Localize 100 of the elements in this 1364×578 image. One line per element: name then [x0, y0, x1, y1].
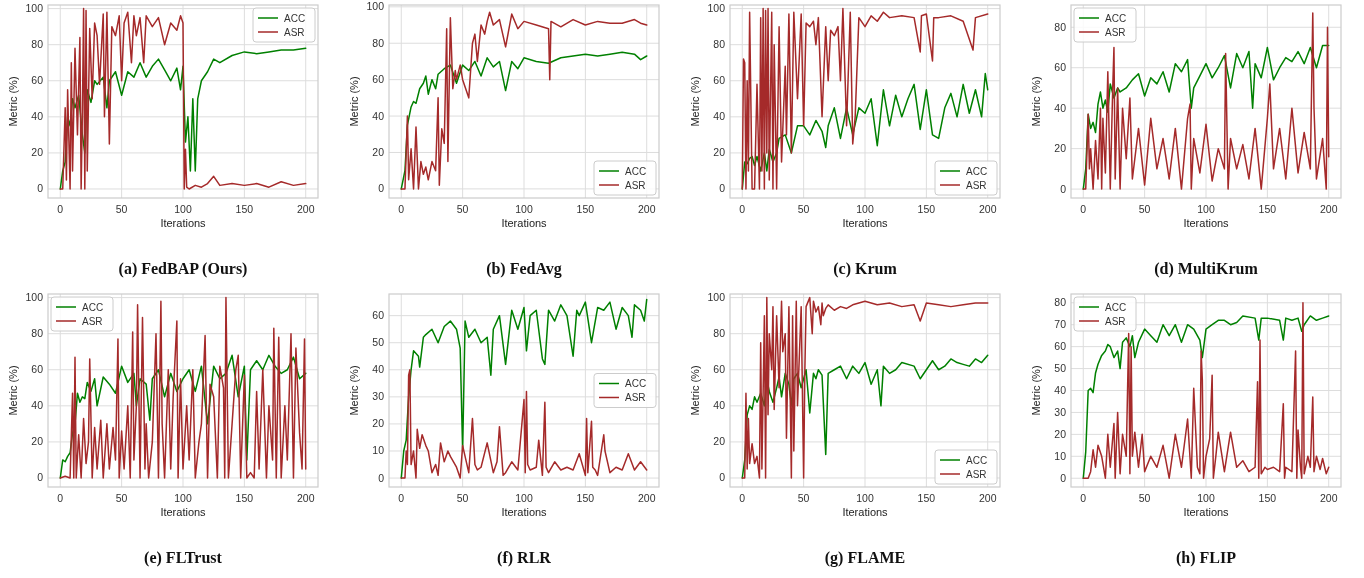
- x-tick-label: 150: [1258, 492, 1277, 504]
- y-tick-label: 100: [707, 291, 726, 304]
- x-tick-label: 50: [456, 492, 469, 504]
- x-tick-label: 0: [57, 492, 64, 504]
- y-tick-label: 0: [1060, 182, 1067, 195]
- x-axis-title: Iterations: [160, 506, 207, 518]
- line-series: [400, 51, 648, 190]
- x-tick-label: 0: [1080, 203, 1087, 215]
- x-tick-label: 50: [797, 492, 810, 504]
- x-tick-label: 100: [856, 203, 874, 215]
- y-tick-label: 40: [1054, 384, 1067, 396]
- legend-label: ACC: [1105, 12, 1127, 24]
- legend-label: ASR: [625, 392, 646, 403]
- y-tick-label: 20: [372, 145, 385, 158]
- y-tick-label: 20: [31, 435, 44, 448]
- legend-label: ASR: [625, 179, 646, 191]
- line-series: [59, 47, 307, 190]
- y-tick-label: 0: [37, 182, 44, 195]
- y-tick-label: 40: [713, 110, 726, 123]
- x-tick-label: 50: [456, 203, 469, 215]
- y-tick-label: 10: [372, 444, 385, 457]
- x-tick-label: 100: [1197, 492, 1215, 504]
- y-tick-label: 20: [372, 417, 385, 430]
- x-tick-label: 200: [296, 203, 315, 215]
- y-tick-label: 20: [1054, 142, 1067, 155]
- y-tick-label: 80: [31, 327, 44, 340]
- x-tick-label: 0: [57, 203, 64, 215]
- y-axis-title: Metric (%): [689, 365, 701, 416]
- y-tick-label: 50: [1054, 362, 1067, 375]
- legend-label: ACC: [284, 12, 306, 24]
- x-tick-label: 0: [398, 492, 405, 504]
- y-tick-label: 40: [31, 399, 44, 412]
- y-tick-label: 60: [372, 73, 385, 86]
- y-axis-title: Metric (%): [1030, 365, 1042, 416]
- y-tick-label: 80: [1054, 296, 1067, 309]
- y-tick-label: 30: [372, 390, 385, 403]
- y-tick-label: 100: [366, 0, 385, 13]
- y-axis-title: Metric (%): [1030, 76, 1042, 127]
- text: (f) RLR: [497, 549, 552, 567]
- x-tick-label: 50: [797, 203, 810, 215]
- y-tick-label: 20: [713, 435, 726, 448]
- line-series: [400, 369, 648, 479]
- x-tick-label: 200: [1319, 492, 1338, 504]
- y-tick-label: 0: [1060, 471, 1067, 484]
- y-tick-label: 40: [713, 399, 726, 412]
- x-tick-label: 50: [1138, 203, 1151, 215]
- y-tick-label: 100: [25, 291, 44, 304]
- line-series: [59, 296, 307, 479]
- x-axis-title: Iterations: [160, 217, 207, 229]
- y-tick-label: 40: [31, 110, 44, 123]
- y-tick-label: 20: [1054, 427, 1067, 440]
- line-series: [59, 7, 307, 190]
- y-tick-label: 60: [713, 363, 726, 376]
- x-tick-label: 200: [637, 492, 656, 504]
- y-axis-title: Metric (%): [348, 76, 360, 127]
- x-tick-label: 150: [576, 203, 595, 215]
- legend-label: ASR: [1105, 26, 1126, 38]
- x-tick-label: 200: [978, 492, 997, 504]
- y-tick-label: 60: [31, 363, 44, 376]
- x-tick-label: 150: [235, 203, 254, 215]
- text: (d) MultiKrum: [1154, 260, 1259, 278]
- x-tick-label: 150: [917, 492, 936, 504]
- y-tick-label: 80: [31, 38, 44, 51]
- y-tick-label: 80: [713, 327, 726, 340]
- legend-label: ACC: [625, 165, 647, 177]
- x-tick-label: 150: [235, 492, 254, 504]
- x-tick-label: 0: [739, 492, 746, 504]
- y-tick-label: 0: [378, 471, 385, 484]
- legend-label: ASR: [966, 468, 987, 480]
- legend-label: ASR: [82, 315, 103, 327]
- x-tick-label: 50: [115, 203, 128, 215]
- y-tick-label: 0: [37, 471, 44, 484]
- y-tick-label: 60: [1054, 61, 1067, 74]
- line-series: [400, 298, 648, 479]
- legend-label: ACC: [966, 454, 988, 466]
- x-tick-label: 100: [1197, 203, 1215, 215]
- text: (e) FLTrust: [144, 549, 223, 567]
- y-tick-label: 100: [707, 2, 726, 15]
- y-tick-label: 10: [1054, 449, 1067, 462]
- y-axis-title: Metric (%): [7, 365, 19, 416]
- y-tick-label: 20: [31, 146, 44, 159]
- line-series: [1082, 12, 1330, 190]
- x-axis-title: Iterations: [1183, 217, 1230, 229]
- x-tick-label: 50: [115, 492, 128, 504]
- legend-label: ACC: [625, 378, 647, 389]
- x-axis-title: Iterations: [842, 217, 889, 229]
- x-axis-title: Iterations: [1183, 506, 1230, 518]
- x-tick-label: 100: [174, 203, 192, 215]
- y-axis-title: Metric (%): [7, 76, 19, 127]
- line-series: [741, 296, 989, 479]
- x-axis-title: Iterations: [501, 217, 548, 229]
- x-tick-label: 150: [917, 203, 936, 215]
- y-tick-label: 0: [719, 471, 726, 484]
- legend-label: ASR: [284, 26, 305, 38]
- x-tick-label: 200: [978, 203, 997, 215]
- text: (h) FLIP: [1176, 549, 1237, 567]
- y-tick-label: 60: [31, 74, 44, 87]
- x-tick-label: 150: [576, 492, 595, 504]
- legend-label: ACC: [82, 301, 104, 313]
- y-tick-label: 20: [713, 146, 726, 159]
